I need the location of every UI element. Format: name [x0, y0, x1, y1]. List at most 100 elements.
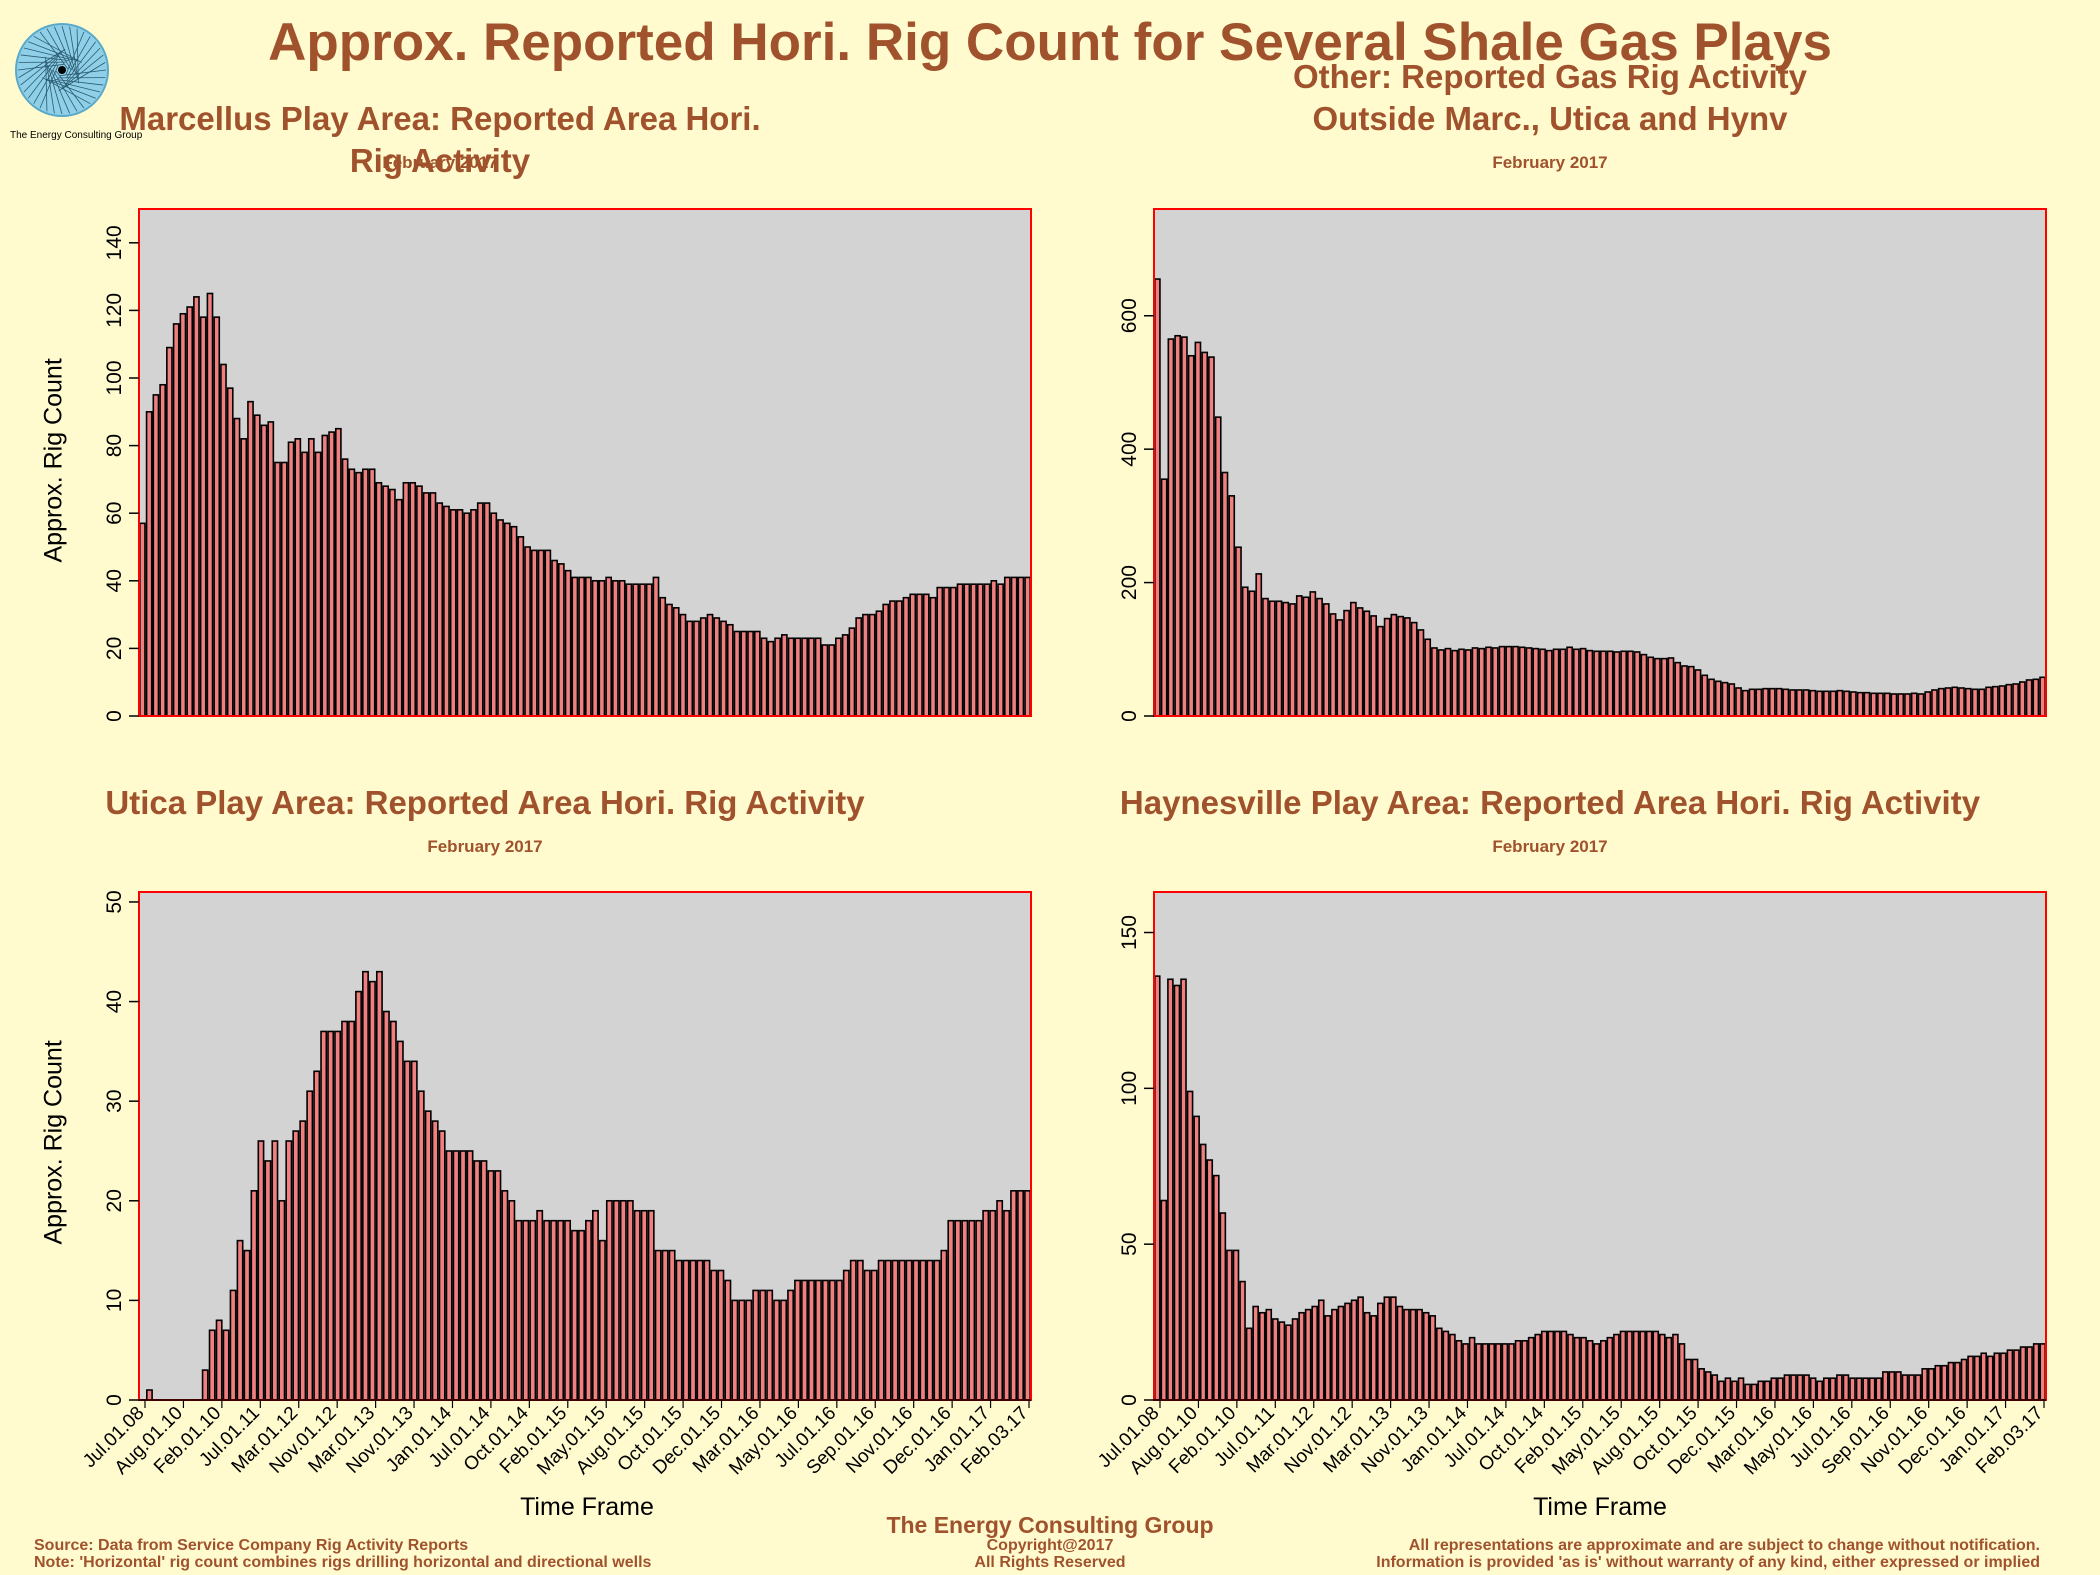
bar	[1877, 692, 1884, 717]
bar	[1931, 689, 1938, 717]
bar	[494, 1170, 502, 1401]
footer-disclaimer-1: All representations are approximate and …	[1408, 1537, 2040, 1554]
bar	[1429, 1315, 1437, 1401]
bar	[243, 1249, 251, 1401]
bar	[922, 593, 930, 717]
y-tick-label: 100	[1118, 1071, 1141, 1106]
x-tick-label: Mar.01.12	[1243, 1403, 1318, 1478]
bar	[710, 1269, 718, 1401]
bar	[1295, 595, 1303, 717]
y-tick-label: 50	[103, 890, 126, 913]
bar	[1731, 1380, 1738, 1401]
bar	[591, 579, 599, 717]
bar	[524, 546, 531, 717]
bar	[1232, 1249, 1240, 1401]
bar	[382, 485, 390, 717]
bar	[280, 461, 288, 717]
bar	[1954, 1361, 1961, 1401]
x-tick-label: Jan.01.14	[1397, 1402, 1471, 1476]
bar	[236, 1239, 244, 1401]
bar	[1464, 649, 1472, 717]
bar	[1221, 471, 1229, 717]
bar	[619, 1199, 627, 1401]
x-tick-label: Aug.01.15	[572, 1403, 648, 1479]
bar	[1491, 647, 1499, 717]
bar	[1403, 1308, 1410, 1401]
bar	[1383, 1296, 1391, 1401]
footer-company: The Energy Consulting Group	[886, 1512, 1214, 1538]
bar	[675, 1259, 683, 1401]
bar	[1397, 615, 1405, 717]
bar	[1518, 646, 1526, 717]
bar	[753, 630, 761, 717]
x-tick-label: Dec.01.16	[1895, 1403, 1971, 1479]
x-tick-label: Mar.01.16	[1704, 1403, 1779, 1478]
bar	[2018, 681, 2026, 717]
x-tick-label: May.01.15	[1548, 1403, 1625, 1480]
bar	[726, 623, 734, 717]
bar	[186, 306, 194, 717]
bar	[875, 610, 883, 717]
bar	[767, 640, 775, 717]
bar	[1883, 692, 1891, 717]
bar	[1199, 1143, 1207, 1401]
bar	[868, 613, 876, 717]
bar	[1626, 1330, 1633, 1401]
bar	[1475, 1343, 1482, 1401]
bar	[1768, 687, 1776, 717]
x-tick-label: Feb.01.15	[496, 1403, 571, 1478]
bar	[1890, 693, 1898, 717]
bar	[1252, 1305, 1259, 1401]
x-tick-label: May.01.16	[1740, 1403, 1817, 1480]
bar	[213, 316, 221, 717]
bar	[989, 1209, 997, 1401]
bar	[1901, 1374, 1909, 1401]
x-tick-label: Sep.01.16	[1818, 1403, 1894, 1479]
bar	[713, 617, 721, 717]
panel3-subtitle: February 2017	[427, 837, 543, 856]
bar	[1167, 978, 1174, 1401]
x-tick-label: Jan.01.14	[382, 1402, 456, 1476]
bar	[466, 1150, 474, 1401]
bar	[862, 613, 869, 717]
bar	[895, 600, 903, 717]
bar	[686, 620, 694, 717]
x-tick-label: Jul.01.16	[1786, 1403, 1855, 1472]
bar	[1687, 665, 1695, 717]
bar	[1416, 1308, 1423, 1401]
bar	[313, 1070, 321, 1401]
bar	[926, 1259, 934, 1401]
bar	[905, 1259, 913, 1401]
bar	[1937, 687, 1945, 717]
bar	[375, 481, 383, 717]
bar	[257, 1140, 265, 1401]
panel4-xlabel: Time Frame	[1533, 1493, 1667, 1521]
bar	[1691, 1358, 1699, 1401]
bar	[1248, 590, 1256, 717]
bar	[206, 292, 214, 717]
bar	[483, 502, 491, 717]
bar	[703, 1259, 711, 1401]
bar	[1586, 649, 1594, 717]
bar	[1978, 688, 1986, 717]
bar	[1665, 1336, 1673, 1401]
bar	[1823, 690, 1830, 717]
y-tick-label: 0	[1118, 1394, 1141, 1406]
bar	[503, 522, 511, 717]
bar	[1914, 1374, 1922, 1401]
x-tick-label: Jan.01.17	[920, 1403, 994, 1477]
bar	[1593, 1343, 1601, 1401]
bar	[327, 1030, 335, 1401]
bar	[271, 1140, 279, 1401]
bar	[1291, 1318, 1299, 1401]
bar	[940, 1249, 948, 1401]
bar	[320, 1030, 328, 1401]
bar	[1960, 1358, 1968, 1401]
bar	[1245, 1327, 1253, 1401]
bar	[1311, 1305, 1318, 1401]
y-tick-label: 10	[103, 1289, 126, 1312]
bar	[1534, 1333, 1541, 1401]
y-tick-label: 0	[103, 710, 126, 722]
x-tick-label: Nov.01.12	[1281, 1403, 1356, 1478]
bar	[1383, 617, 1391, 717]
